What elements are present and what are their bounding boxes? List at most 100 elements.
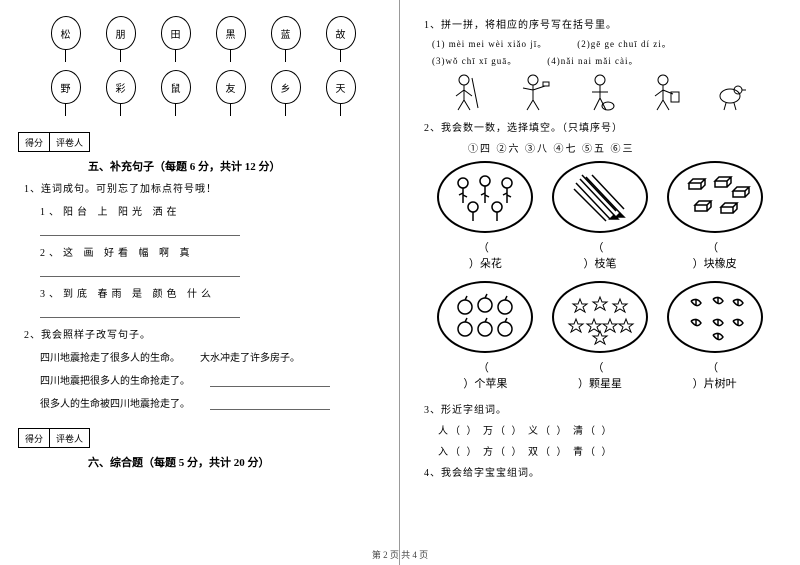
- balloon: 黑: [214, 16, 248, 64]
- pinyin-row: (1) mèi mei wèi xiǎo jī。 (2)gē ge chuī d…: [432, 37, 782, 50]
- circle-erasers: [667, 161, 763, 233]
- balloon: 天: [324, 70, 358, 118]
- sketch-person-2: [509, 71, 561, 113]
- count-label: （ ）片树叶: [657, 359, 772, 391]
- balloon: 朋: [104, 16, 138, 64]
- bracket-blank[interactable]: （: [550, 359, 650, 375]
- grader-label: 评卷人: [50, 428, 90, 448]
- rewrite-left: 四川地震把很多人的生命抢走了。: [40, 372, 200, 387]
- question-r3: 3、形近字组词。: [424, 401, 782, 416]
- balloon-string: [230, 50, 231, 62]
- circle-flowers: [437, 161, 533, 233]
- balloon-char: 田: [161, 16, 191, 50]
- right-column: 1、拼一拼，将相应的序号写在括号里。 (1) mèi mei wèi xiǎo …: [400, 0, 800, 565]
- sketch-person-1: [444, 71, 496, 113]
- sentence-item: 2、这 画 好看 幅 啊 真: [40, 244, 381, 259]
- score-label: 得分: [18, 132, 50, 152]
- balloon-string: [120, 50, 121, 62]
- balloon-char: 乡: [271, 70, 301, 104]
- balloon-string: [340, 50, 341, 62]
- options-row: ①四 ②六 ③八 ④七 ⑤五 ⑥三: [468, 140, 782, 155]
- sketch-chicken: [704, 71, 756, 113]
- question-5-1: 1、连词成句。可别忘了加标点符号哦！: [24, 180, 381, 195]
- answer-blank[interactable]: [40, 306, 240, 318]
- count-label: （ ）朵花: [428, 239, 543, 271]
- circle-apples: [437, 281, 533, 353]
- rewrite-row: 四川地震把很多人的生命抢走了。: [40, 372, 381, 387]
- balloon-char: 朋: [106, 16, 136, 50]
- answer-blank[interactable]: [40, 265, 240, 277]
- count-label: （ ）块橡皮: [657, 239, 772, 271]
- balloon-char: 松: [51, 16, 81, 50]
- rewrite-left: 四川地震抢走了很多人的生命。: [40, 349, 200, 364]
- rewrite-row: 四川地震抢走了很多人的生命。 大水冲走了许多房子。: [40, 349, 381, 364]
- rewrite-left: 很多人的生命被四川地震抢走了。: [40, 395, 200, 410]
- label-row-1: （ ）朵花 （ ）枝笔 （ ）块橡皮: [428, 239, 772, 271]
- char-pair-line: 人（ ） 万（ ） 义（ ） 清（ ）: [438, 422, 782, 437]
- balloon-string: [65, 50, 66, 62]
- balloon-string: [175, 104, 176, 116]
- page-footer: 第 2 页 共 4 页: [0, 548, 800, 561]
- bracket-blank[interactable]: （: [550, 239, 650, 255]
- balloon: 蓝: [269, 16, 303, 64]
- sentence-item: 1、阳台 上 阳光 洒在: [40, 203, 381, 218]
- bracket-blank[interactable]: （: [665, 239, 765, 255]
- rewrite-row: 很多人的生命被四川地震抢走了。: [40, 395, 381, 410]
- circle-pencils: [552, 161, 648, 233]
- circle-row-2: [428, 281, 772, 353]
- balloon-string: [340, 104, 341, 116]
- question-r1: 1、拼一拼，将相应的序号写在括号里。: [424, 16, 782, 31]
- balloon-char: 黑: [216, 16, 246, 50]
- balloon-row-1: 松 朋 田 黑 蓝 故: [38, 16, 368, 64]
- balloon: 田: [159, 16, 193, 64]
- left-column: 松 朋 田 黑 蓝 故 野 彩 鼠 友 乡 天 得分 评卷人 五、补充句子（每题…: [0, 0, 400, 565]
- section-6-title: 六、综合题（每题 5 分，共计 20 分）: [88, 454, 381, 470]
- sketch-row: [438, 71, 762, 113]
- answer-blank[interactable]: [210, 400, 330, 410]
- sentence-item: 3、到底 春雨 是 颜色 什么: [40, 285, 381, 300]
- balloon-char: 鼠: [161, 70, 191, 104]
- balloon-string: [230, 104, 231, 116]
- pinyin-row: (3)wǒ chī xī guā。 (4)nǎi nai mǎi cài。: [432, 54, 782, 67]
- balloon-row-2: 野 彩 鼠 友 乡 天: [38, 70, 368, 118]
- count-label: （ ）颗星星: [543, 359, 658, 391]
- circle-stars: [552, 281, 648, 353]
- balloon: 故: [324, 16, 358, 64]
- grader-label: 评卷人: [50, 132, 90, 152]
- balloon: 友: [214, 70, 248, 118]
- balloon-string: [120, 104, 121, 116]
- bracket-blank[interactable]: （: [435, 359, 535, 375]
- balloon: 松: [49, 16, 83, 64]
- balloon: 彩: [104, 70, 138, 118]
- bracket-blank[interactable]: （: [435, 239, 535, 255]
- balloon-char: 野: [51, 70, 81, 104]
- answer-blank[interactable]: [40, 224, 240, 236]
- balloon-char: 天: [326, 70, 356, 104]
- balloon-char: 彩: [106, 70, 136, 104]
- question-r2: 2、我会数一数，选择填空。（只填序号）: [424, 119, 782, 134]
- balloon: 乡: [269, 70, 303, 118]
- score-label: 得分: [18, 428, 50, 448]
- pinyin-item: (3)wǒ chī xī guā。: [432, 54, 517, 67]
- balloon-char: 友: [216, 70, 246, 104]
- answer-blank[interactable]: [210, 377, 330, 387]
- score-box: 得分 评卷人: [18, 428, 381, 448]
- balloon-string: [285, 50, 286, 62]
- sketch-person-4: [639, 71, 691, 113]
- score-box: 得分 评卷人: [18, 132, 381, 152]
- count-label: （ ）枝笔: [543, 239, 658, 271]
- circle-row-1: [428, 161, 772, 233]
- balloon-char: 蓝: [271, 16, 301, 50]
- pinyin-item: (1) mèi mei wèi xiǎo jī。: [432, 37, 547, 50]
- balloon-string: [175, 50, 176, 62]
- label-row-2: （ ）个苹果 （ ）颗星星 （ ）片树叶: [428, 359, 772, 391]
- balloon: 鼠: [159, 70, 193, 118]
- pinyin-item: (4)nǎi nai mǎi cài。: [547, 54, 638, 67]
- char-pair-line: 入（ ） 方（ ） 双（ ） 青（ ）: [438, 443, 782, 458]
- balloon-string: [65, 104, 66, 116]
- balloon: 野: [49, 70, 83, 118]
- pinyin-item: (2)gē ge chuī dí zi。: [577, 37, 671, 50]
- rewrite-right: 大水冲走了许多房子。: [200, 349, 300, 364]
- bracket-blank[interactable]: （: [665, 359, 765, 375]
- circle-leaves: [667, 281, 763, 353]
